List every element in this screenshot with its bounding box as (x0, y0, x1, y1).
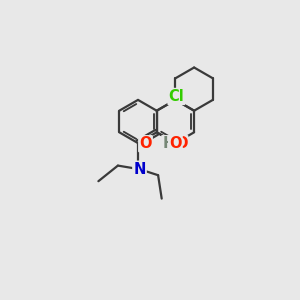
Text: O: O (169, 136, 182, 151)
Text: O: O (139, 136, 152, 151)
Text: N: N (133, 162, 146, 177)
Text: H: H (162, 136, 175, 151)
Text: O: O (175, 136, 187, 151)
Text: Cl: Cl (169, 89, 184, 104)
